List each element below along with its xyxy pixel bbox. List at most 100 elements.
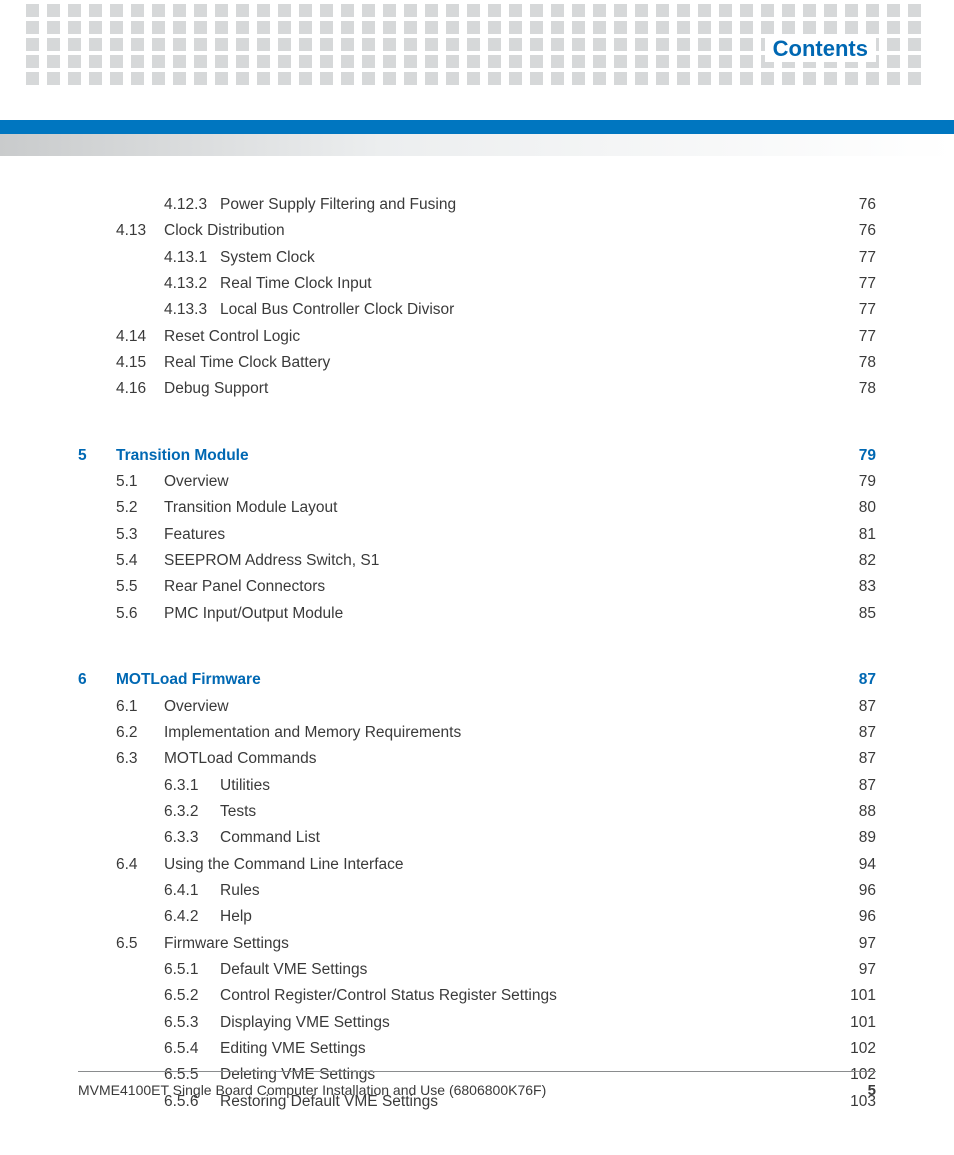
footer-text: MVME4100ET Single Board Computer Install… <box>78 1082 546 1098</box>
toc-entry-row[interactable]: 5.4SEEPROM Address Switch, S182 <box>78 548 876 574</box>
toc-entry-number: 6.4.1 <box>164 878 220 904</box>
toc-entry-title: Reset Control Logic <box>164 324 300 350</box>
toc-chapter-number: 6 <box>78 667 116 693</box>
toc-entry-title: Clock Distribution <box>164 218 285 244</box>
toc-entry-row[interactable]: 6.1Overview87 <box>78 694 876 720</box>
page-title: Contents <box>765 36 876 62</box>
toc-entry-number: 5.5 <box>116 574 164 600</box>
toc-entry-number: 6.1 <box>116 694 164 720</box>
toc-entry-row[interactable]: 6.4Using the Command Line Interface94 <box>78 852 876 878</box>
toc-block: 4.12.3Power Supply Filtering and Fusing 7… <box>78 192 876 403</box>
toc-entry-number: 6.2 <box>116 720 164 746</box>
toc-entry-row[interactable]: 6.5Firmware Settings97 <box>78 931 876 957</box>
toc-entry-title: Real Time Clock Input <box>220 271 372 297</box>
toc-entry-page: 97 <box>848 957 876 983</box>
toc-entry-page: 87 <box>848 746 876 772</box>
toc-entry-title: SEEPROM Address Switch, S1 <box>164 548 379 574</box>
toc-chapter-page: 87 <box>848 667 876 693</box>
toc-entry-row[interactable]: 4.13Clock Distribution76 <box>78 218 876 244</box>
page-footer: MVME4100ET Single Board Computer Install… <box>78 1071 876 1099</box>
toc-entry-page: 76 <box>848 218 876 244</box>
toc-entry-page: 77 <box>848 297 876 323</box>
toc-entry-number: 5.3 <box>116 522 164 548</box>
toc-entry-title: Power Supply Filtering and Fusing <box>220 192 456 218</box>
toc-entry-page: 101 <box>848 983 876 1009</box>
toc-entry-row[interactable]: 4.13.1System Clock77 <box>78 245 876 271</box>
toc-entry-page: 87 <box>848 773 876 799</box>
toc-entry-number: 4.13.1 <box>164 245 220 271</box>
toc-entry-title: PMC Input/Output Module <box>164 601 343 627</box>
toc-entry-number: 4.12.3 <box>164 192 220 218</box>
toc-entry-row[interactable]: 6.3MOTLoad Commands87 <box>78 746 876 772</box>
toc-entry-number: 6.5.2 <box>164 983 220 1009</box>
toc-entry-page: 96 <box>848 878 876 904</box>
toc-entry-title: Help <box>220 904 252 930</box>
toc-entry-page: 88 <box>848 799 876 825</box>
toc-entry-page: 80 <box>848 495 876 521</box>
toc-entry-page: 94 <box>848 852 876 878</box>
toc-entry-number: 4.14 <box>116 324 164 350</box>
toc-entry-number: 5.2 <box>116 495 164 521</box>
toc-chapter-row[interactable]: 6MOTLoad Firmware87 <box>78 667 876 693</box>
toc-entry-row[interactable]: 4.15Real Time Clock Battery78 <box>78 350 876 376</box>
toc-entry-row[interactable]: 4.16Debug Support 78 <box>78 376 876 402</box>
toc-entry-page: 102 <box>848 1036 876 1062</box>
toc-entry-row[interactable]: 6.4.1Rules 96 <box>78 878 876 904</box>
toc-entry-page: 77 <box>848 245 876 271</box>
toc-entry-page: 77 <box>848 324 876 350</box>
toc-entry-row[interactable]: 6.4.2Help96 <box>78 904 876 930</box>
toc-entry-row[interactable]: 4.13.2Real Time Clock Input77 <box>78 271 876 297</box>
toc-entry-title: Debug Support <box>164 376 268 402</box>
toc-entry-number: 4.13.3 <box>164 297 220 323</box>
toc-entry-page: 78 <box>848 376 876 402</box>
toc-entry-title: Features <box>164 522 225 548</box>
toc-entry-title: Control Register/Control Status Register… <box>220 983 557 1009</box>
toc-entry-title: Real Time Clock Battery <box>164 350 330 376</box>
toc-entry-title: Command List <box>220 825 320 851</box>
header-blue-bar <box>0 120 954 134</box>
toc-entry-page: 82 <box>848 548 876 574</box>
toc-entry-row[interactable]: 6.5.1Default VME Settings 97 <box>78 957 876 983</box>
toc-entry-number: 6.5 <box>116 931 164 957</box>
toc-entry-title: Default VME Settings <box>220 957 367 983</box>
header-gray-gradient <box>0 134 954 156</box>
toc-entry-row[interactable]: 6.2Implementation and Memory Requirement… <box>78 720 876 746</box>
toc-entry-page: 89 <box>848 825 876 851</box>
toc-entry-number: 4.13.2 <box>164 271 220 297</box>
toc-entry-row[interactable]: 5.6PMC Input/Output Module85 <box>78 601 876 627</box>
toc-entry-row[interactable]: 6.5.2Control Register/Control Status Reg… <box>78 983 876 1009</box>
toc-entry-title: Rules <box>220 878 260 904</box>
toc-entry-row[interactable]: 6.3.1Utilities87 <box>78 773 876 799</box>
toc-entry-title: Displaying VME Settings <box>220 1010 390 1036</box>
toc-entry-row[interactable]: 4.12.3Power Supply Filtering and Fusing 7… <box>78 192 876 218</box>
toc-entry-row[interactable]: 6.3.3Command List89 <box>78 825 876 851</box>
toc-entry-page: 87 <box>848 694 876 720</box>
toc-entry-page: 101 <box>848 1010 876 1036</box>
toc-chapter-row[interactable]: 5Transition Module79 <box>78 443 876 469</box>
toc-entry-row[interactable]: 5.5Rear Panel Connectors83 <box>78 574 876 600</box>
toc-entry-title: Transition Module Layout <box>164 495 337 521</box>
toc-entry-row[interactable]: 6.5.4Editing VME Settings102 <box>78 1036 876 1062</box>
toc-entry-number: 6.4 <box>116 852 164 878</box>
toc-entry-row[interactable]: 5.2Transition Module Layout 80 <box>78 495 876 521</box>
toc-entry-title: Tests <box>220 799 256 825</box>
toc-entry-title: Implementation and Memory Requirements <box>164 720 461 746</box>
toc-entry-number: 6.4.2 <box>164 904 220 930</box>
toc-entry-row[interactable]: 6.5.3Displaying VME Settings101 <box>78 1010 876 1036</box>
toc-entry-number: 4.16 <box>116 376 164 402</box>
toc-entry-number: 6.5.4 <box>164 1036 220 1062</box>
toc-entry-row[interactable]: 5.1Overview79 <box>78 469 876 495</box>
toc-entry-page: 76 <box>848 192 876 218</box>
toc-entry-number: 6.5.1 <box>164 957 220 983</box>
toc-entry-page: 83 <box>848 574 876 600</box>
toc-entry-number: 6.3.2 <box>164 799 220 825</box>
toc-entry-page: 87 <box>848 720 876 746</box>
toc-entry-row[interactable]: 4.13.3Local Bus Controller Clock Divisor… <box>78 297 876 323</box>
toc-entry-page: 81 <box>848 522 876 548</box>
toc-entry-row[interactable]: 5.3Features 81 <box>78 522 876 548</box>
toc-entry-row[interactable]: 6.3.2Tests 88 <box>78 799 876 825</box>
toc-entry-number: 6.3 <box>116 746 164 772</box>
toc-entry-row[interactable]: 4.14Reset Control Logic 77 <box>78 324 876 350</box>
toc-chapter-page: 79 <box>848 443 876 469</box>
toc-entry-title: Overview <box>164 469 229 495</box>
